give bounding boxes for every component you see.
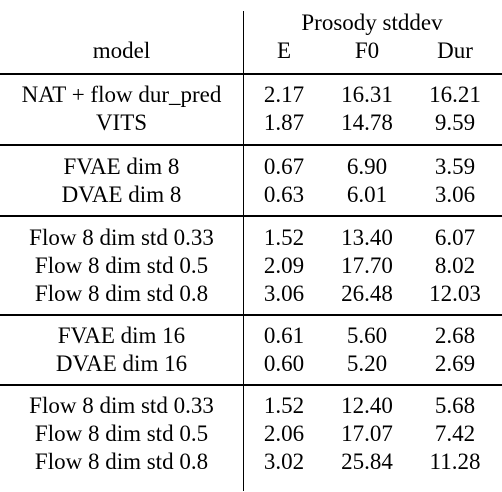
f0-cell: 14.78 xyxy=(341,110,393,135)
header-row: model E F0 Dur xyxy=(0,37,502,65)
f0-cell: 17.07 xyxy=(341,421,393,446)
dur-cell: 3.59 xyxy=(434,154,476,179)
e-cell: 1.87 xyxy=(263,110,305,135)
e-cell: 2.06 xyxy=(263,421,305,446)
table-row: Flow 8 dim std 0.33 1.52 13.40 6.07 xyxy=(0,224,502,252)
table-row: NAT + flow dur_pred 2.17 16.31 16.21 xyxy=(0,81,502,109)
model-cell: FVAE dim 16 xyxy=(57,323,186,348)
group-rule xyxy=(0,215,502,217)
e-cell: 0.63 xyxy=(263,182,305,207)
f0-cell: 26.48 xyxy=(341,281,393,306)
table-row: DVAE dim 16 0.60 5.20 2.69 xyxy=(0,350,502,378)
dur-cell: 8.02 xyxy=(434,253,476,278)
model-cell: Flow 8 dim std 0.33 xyxy=(29,225,214,250)
e-cell: 2.09 xyxy=(263,253,305,278)
dur-cell: 2.68 xyxy=(434,323,476,348)
f0-cell: 12.40 xyxy=(341,393,393,418)
header-dur: Dur xyxy=(437,38,473,63)
dur-cell: 6.07 xyxy=(434,225,476,250)
model-cell: Flow 8 dim std 0.5 xyxy=(34,253,209,278)
dur-cell: 9.59 xyxy=(434,110,476,135)
f0-cell: 16.31 xyxy=(341,82,393,107)
f0-cell: 13.40 xyxy=(341,225,393,250)
table-row: Flow 8 dim std 0.5 2.09 17.70 8.02 xyxy=(0,252,502,280)
table-row: Flow 8 dim std 0.8 3.02 25.84 11.28 xyxy=(0,448,502,476)
table-row: FVAE dim 8 0.67 6.90 3.59 xyxy=(0,153,502,181)
dur-cell: 5.68 xyxy=(434,393,476,418)
dur-cell: 16.21 xyxy=(429,82,481,107)
dur-cell: 7.42 xyxy=(434,421,476,446)
model-cell: Flow 8 dim std 0.33 xyxy=(29,393,214,418)
model-cell: NAT + flow dur_pred xyxy=(21,82,222,107)
e-cell: 3.06 xyxy=(263,281,305,306)
group-rule xyxy=(0,314,502,316)
table-row: FVAE dim 16 0.61 5.60 2.68 xyxy=(0,322,502,350)
column-divider xyxy=(243,11,244,491)
f0-cell: 6.90 xyxy=(346,154,388,179)
e-cell: 2.17 xyxy=(263,82,305,107)
model-cell: DVAE dim 16 xyxy=(55,351,188,376)
dur-cell: 3.06 xyxy=(434,182,476,207)
header-model: model xyxy=(92,38,151,63)
header-prosody-stddev: Prosody stddev xyxy=(301,10,443,35)
table-row: VITS 1.87 14.78 9.59 xyxy=(0,109,502,137)
e-cell: 0.67 xyxy=(263,154,305,179)
f0-cell: 5.60 xyxy=(346,323,388,348)
model-cell: VITS xyxy=(95,110,148,135)
e-cell: 1.52 xyxy=(263,225,305,250)
table-row: Flow 8 dim std 0.8 3.06 26.48 12.03 xyxy=(0,280,502,308)
e-cell: 0.61 xyxy=(263,323,305,348)
dur-cell: 12.03 xyxy=(429,281,481,306)
table-row: Flow 8 dim std 0.5 2.06 17.07 7.42 xyxy=(0,420,502,448)
e-cell: 1.52 xyxy=(263,393,305,418)
f0-cell: 17.70 xyxy=(341,253,393,278)
model-cell: FVAE dim 8 xyxy=(63,154,180,179)
header-e: E xyxy=(276,38,292,63)
dur-cell: 2.69 xyxy=(434,351,476,376)
f0-cell: 5.20 xyxy=(346,351,388,376)
model-cell: Flow 8 dim std 0.8 xyxy=(34,281,209,306)
f0-cell: 6.01 xyxy=(346,182,388,207)
group-rule xyxy=(0,73,502,75)
model-cell: Flow 8 dim std 0.5 xyxy=(34,421,209,446)
f0-cell: 25.84 xyxy=(341,449,393,474)
e-cell: 0.60 xyxy=(263,351,305,376)
table-row: Flow 8 dim std 0.33 1.52 12.40 5.68 xyxy=(0,392,502,420)
model-cell: DVAE dim 8 xyxy=(61,182,182,207)
header-f0: F0 xyxy=(354,38,380,63)
dur-cell: 11.28 xyxy=(429,449,481,474)
table-row: DVAE dim 8 0.63 6.01 3.06 xyxy=(0,181,502,209)
e-cell: 3.02 xyxy=(263,449,305,474)
group-rule xyxy=(0,384,502,386)
model-cell: Flow 8 dim std 0.8 xyxy=(34,449,209,474)
group-rule xyxy=(0,144,502,146)
